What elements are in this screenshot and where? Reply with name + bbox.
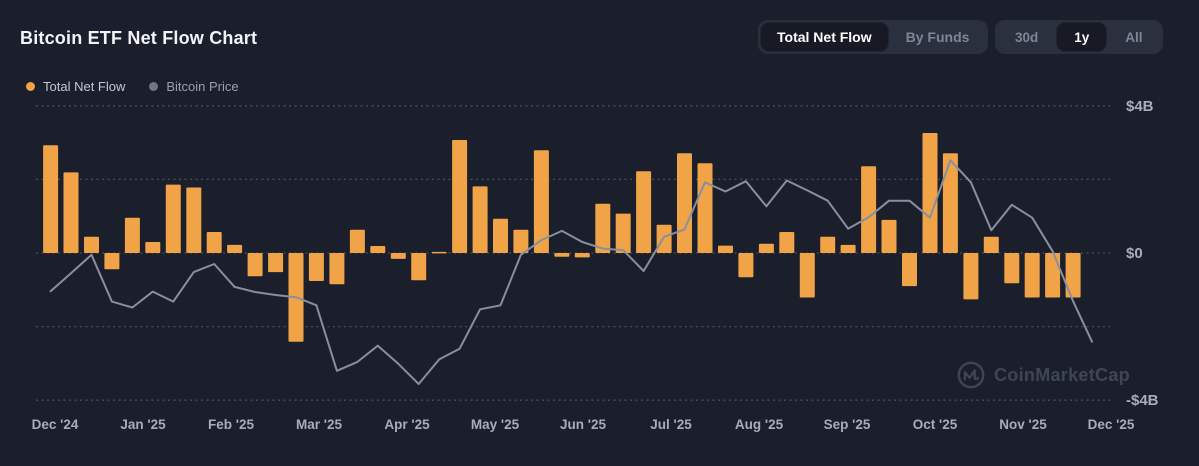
x-axis-label: Aug '25 — [735, 417, 784, 432]
legend-label: Total Net Flow — [43, 79, 126, 94]
x-axis-label: Jan '25 — [120, 417, 166, 432]
netflow-bar[interactable] — [329, 253, 345, 285]
netflow-bar[interactable] — [820, 236, 836, 253]
netflow-bar[interactable] — [206, 232, 222, 253]
netflow-bar[interactable] — [472, 186, 488, 253]
netflow-bar[interactable] — [942, 153, 958, 253]
netflow-bar[interactable] — [431, 251, 447, 254]
chart-legend: Total Net Flow Bitcoin Price — [26, 79, 239, 94]
netflow-bar[interactable] — [697, 163, 713, 253]
netflow-bar[interactable] — [799, 253, 815, 298]
netflow-bar[interactable] — [390, 253, 406, 259]
netflow-bar[interactable] — [124, 217, 140, 253]
netflow-bar[interactable] — [779, 232, 795, 253]
x-axis-label: Dec '24 — [32, 417, 79, 432]
y-axis-label: $4B — [1126, 98, 1154, 115]
netflow-bar[interactable] — [574, 253, 590, 258]
netflow-bar[interactable] — [43, 145, 59, 253]
netflow-bar[interactable] — [840, 244, 856, 253]
netflow-bar[interactable] — [636, 171, 652, 253]
range-all[interactable]: All — [1125, 29, 1143, 45]
netflow-bar[interactable] — [1065, 253, 1081, 298]
netflow-bar[interactable] — [595, 203, 611, 253]
y-axis-label: $0 — [1126, 245, 1143, 262]
x-axis-label: Feb '25 — [208, 417, 254, 432]
netflow-bar[interactable] — [513, 229, 529, 253]
x-axis-label: Dec '25 — [1088, 417, 1135, 432]
netflow-bar[interactable] — [1045, 253, 1061, 298]
netflow-bar[interactable] — [861, 166, 877, 253]
netflow-bar[interactable] — [533, 150, 549, 253]
netflow-bar[interactable] — [165, 184, 181, 253]
total-net-flow-dot-icon — [26, 82, 35, 91]
coinmarketcap-watermark: CoinMarketCap — [956, 360, 1130, 390]
range-30d[interactable]: 30d — [1015, 29, 1039, 45]
range-1y[interactable]: 1y — [1056, 22, 1108, 52]
legend-item-bitcoin-price[interactable]: Bitcoin Price — [149, 79, 239, 94]
coinmarketcap-logo-icon — [957, 361, 985, 389]
netflow-bar[interactable] — [186, 187, 202, 254]
netflow-bar[interactable] — [1024, 253, 1040, 298]
bitcoin-price-line[interactable] — [49, 159, 1093, 385]
netflow-bar[interactable] — [656, 224, 672, 253]
netflow-bar[interactable] — [738, 253, 754, 278]
netflow-bar[interactable] — [1004, 253, 1020, 284]
netflow-bar[interactable] — [349, 229, 365, 253]
netflow-bar[interactable] — [493, 218, 508, 253]
x-axis-label: Mar '25 — [296, 417, 342, 432]
netflow-bar[interactable] — [963, 253, 979, 300]
netflow-bar[interactable] — [615, 213, 631, 253]
netflow-bar[interactable] — [718, 245, 733, 253]
netflow-bar[interactable] — [902, 253, 917, 287]
netflow-bar[interactable] — [881, 219, 897, 253]
legend-label: Bitcoin Price — [166, 79, 239, 94]
netflow-bar[interactable] — [452, 140, 468, 253]
netflow-bar[interactable] — [227, 244, 243, 253]
netflow-bar[interactable] — [677, 153, 692, 253]
bitcoin-price-dot-icon — [149, 82, 159, 91]
y-axis-label: -$4B — [1126, 392, 1159, 409]
netflow-bar[interactable] — [84, 236, 99, 253]
view-toggle: Total Net Flow By Funds — [758, 20, 989, 54]
page-title: Bitcoin ETF Net Flow Chart — [20, 28, 258, 48]
netflow-bar[interactable] — [63, 172, 79, 253]
netflow-bar[interactable] — [411, 253, 427, 281]
netflow-bar[interactable] — [983, 236, 999, 253]
netflow-bar[interactable] — [554, 253, 570, 257]
x-axis-label: Nov '25 — [999, 417, 1047, 432]
x-axis-label: Jun '25 — [560, 417, 606, 432]
netflow-bar[interactable] — [308, 253, 324, 281]
netflow-bar[interactable] — [247, 253, 263, 277]
toggle-by-funds[interactable]: By Funds — [905, 29, 970, 45]
x-axis-label: Jul '25 — [650, 417, 692, 432]
x-axis-label: Oct '25 — [913, 417, 958, 432]
x-axis-label: Apr '25 — [384, 417, 430, 432]
watermark-label: CoinMarketCap — [994, 364, 1130, 385]
netflow-bar[interactable] — [370, 246, 386, 253]
netflow-bar[interactable] — [145, 242, 161, 253]
toggle-total-net-flow[interactable]: Total Net Flow — [760, 22, 889, 52]
x-axis-label: May '25 — [471, 417, 520, 432]
legend-item-total-net-flow[interactable]: Total Net Flow — [26, 79, 125, 94]
x-axis-label: Sep '25 — [824, 417, 871, 432]
netflow-bar[interactable] — [268, 253, 284, 273]
netflow-bar[interactable] — [758, 243, 774, 253]
netflow-bar[interactable] — [922, 133, 938, 253]
range-toggle: 30d 1y All — [995, 20, 1163, 54]
netflow-bar[interactable] — [104, 253, 120, 270]
